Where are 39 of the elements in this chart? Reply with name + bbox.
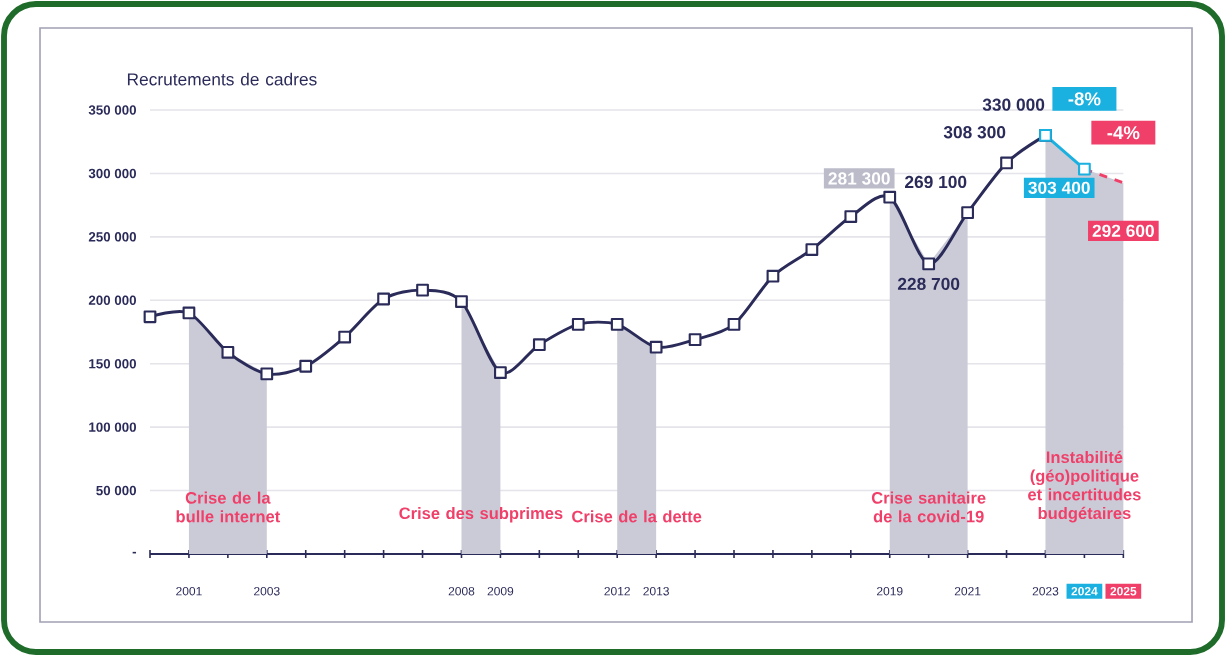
data-label: 303 400: [1028, 181, 1090, 194]
point: [377, 292, 390, 306]
point: [649, 340, 663, 354]
point: [221, 345, 235, 359]
point: [844, 210, 858, 223]
data-label: 281 300: [828, 172, 890, 185]
data-label: 292 600: [1092, 224, 1154, 237]
y-axis-title: Recrutements de cadres: [127, 72, 317, 86]
point: [805, 243, 819, 256]
band-label: Crise des subprimes: [399, 506, 563, 523]
text: -8%: [1068, 92, 1101, 106]
point: [922, 257, 936, 271]
point: [610, 317, 624, 331]
point: [143, 310, 157, 324]
point: [299, 359, 313, 373]
point: [883, 190, 897, 204]
band-label: Crise sanitaire de la covid-19: [871, 491, 986, 523]
point: [182, 306, 196, 320]
point: [727, 317, 741, 331]
point: [494, 366, 507, 379]
point: [766, 269, 780, 283]
data-label: 269 100: [905, 175, 967, 189]
point: [455, 295, 468, 308]
data-label: 330 000: [982, 98, 1045, 111]
point: [338, 330, 352, 344]
band-label: Crise de la bulle internet: [176, 491, 281, 523]
point: [260, 367, 274, 381]
point: [1078, 162, 1091, 176]
band-label: Instabilité (géo)politique et incertitudes budgétaires: [1028, 450, 1141, 523]
point: [571, 317, 585, 331]
data-label: 228 700: [897, 277, 960, 291]
point: [961, 206, 975, 220]
point: [416, 283, 429, 297]
point: [532, 338, 546, 352]
point: [1000, 156, 1013, 170]
point: [688, 333, 702, 347]
band-label: Crise de la dette: [572, 510, 702, 523]
data-label: 308 300: [943, 126, 1006, 139]
annotation: -4%: [1107, 126, 1140, 140]
